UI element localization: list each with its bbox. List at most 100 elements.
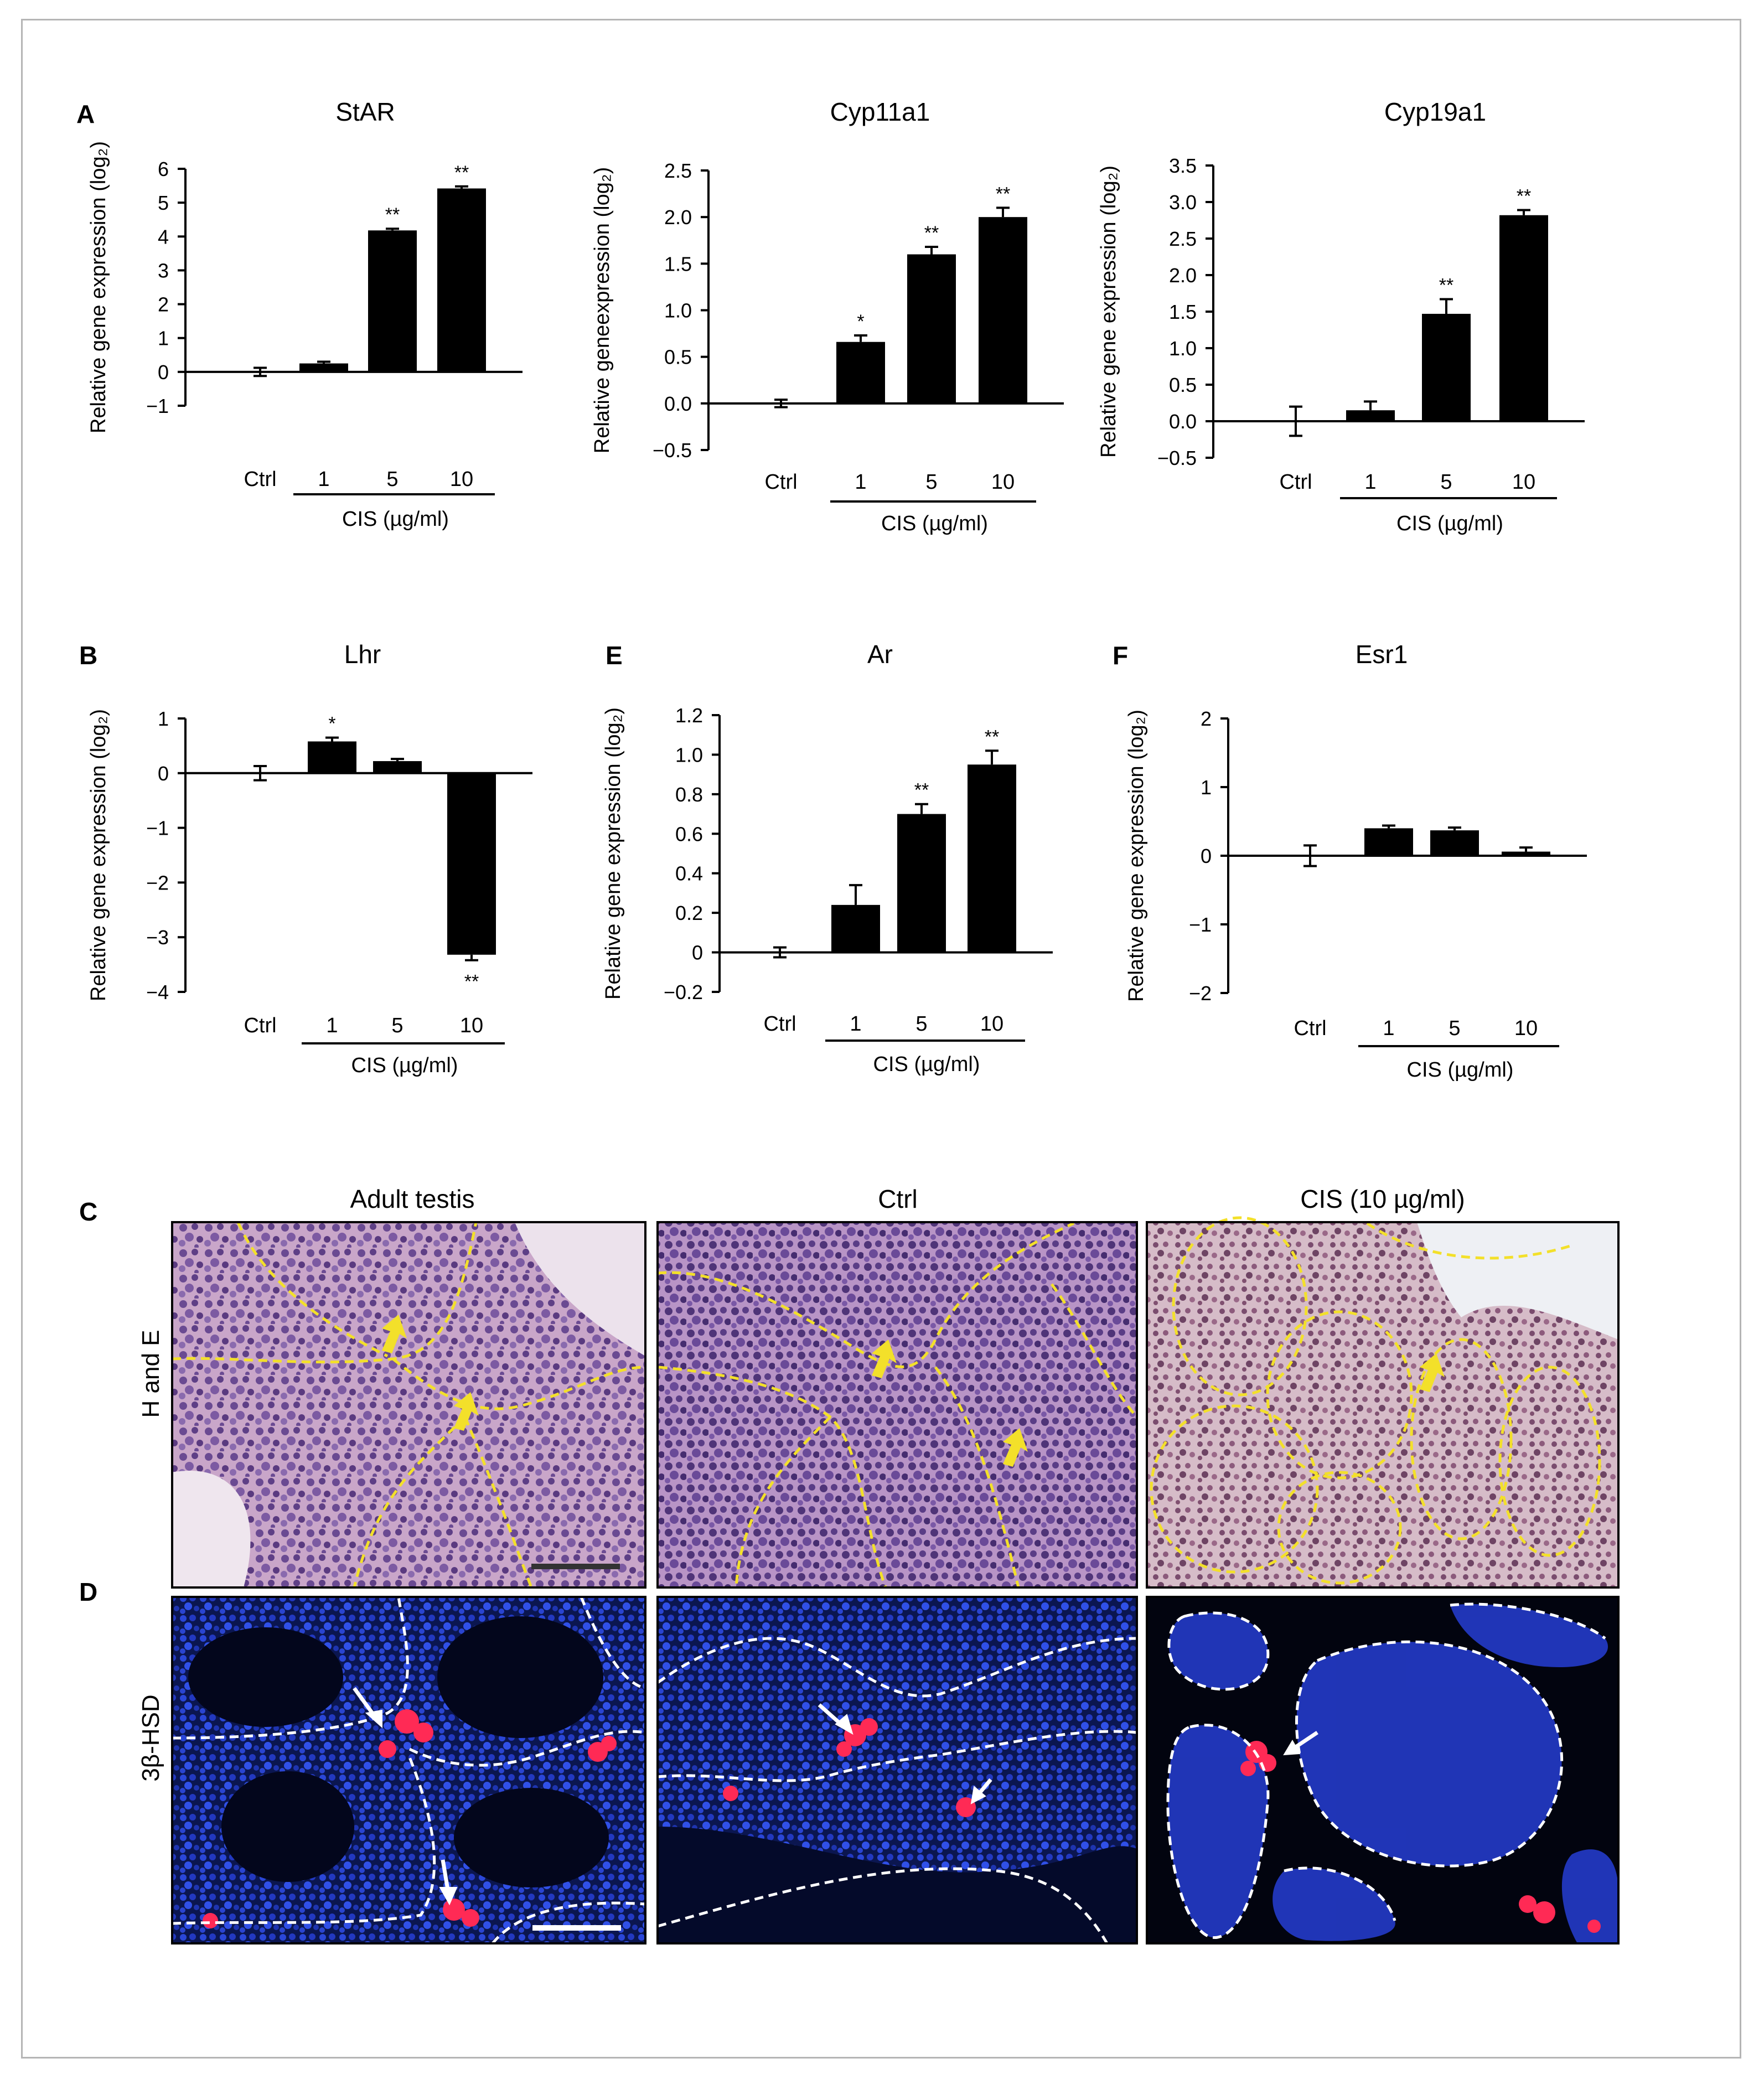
y-tick-label: 2	[1201, 707, 1212, 730]
row-label-h-and-e: H and E	[137, 1330, 164, 1418]
x-tick-label: Ctrl	[244, 468, 276, 491]
y-tick-label: 2.5	[1169, 227, 1197, 250]
y-axis-label: Relative gene expression (log₂)	[1097, 166, 1120, 458]
significance-label: **	[924, 223, 939, 244]
y-tick-label: 2.0	[1169, 264, 1197, 287]
bar-10	[1499, 215, 1548, 421]
x-tick-label: Ctrl	[1294, 1017, 1326, 1040]
y-tick-label: 4	[158, 225, 169, 248]
x-group-label: CIS (µg/ml)	[342, 508, 449, 531]
y-tick-label: 2.0	[664, 206, 692, 229]
y-axis-label: Relative gene expression (log₂)	[87, 709, 110, 1001]
bar-1	[831, 904, 880, 953]
x-tick-label: 1	[1383, 1017, 1394, 1040]
x-tick-label: 5	[1449, 1017, 1460, 1040]
y-axis-label: Relative geneexpression (log₂)	[591, 167, 614, 453]
bar-charts: StAR Relative gene expression (log₂) −1 0 1 2…	[87, 97, 1587, 1082]
x-tick-label: 5	[1440, 470, 1452, 494]
panel-letter-b: B	[79, 641, 97, 670]
x-group-label: CIS (µg/ml)	[873, 1053, 980, 1076]
y-tick-label: 2	[158, 293, 169, 316]
bar-5	[897, 814, 946, 953]
y-tick-label: −4	[146, 981, 169, 1004]
y-tick-label: 1	[158, 327, 169, 350]
column-title-ctrl: Ctrl	[878, 1185, 918, 1213]
significance-label: *	[328, 713, 335, 735]
significance-label: **	[985, 726, 999, 747]
significance-label: **	[385, 204, 400, 225]
y-tick-label: 0.2	[675, 902, 703, 924]
x-tick-label: 1	[850, 1012, 861, 1036]
y-tick-label: 1.0	[675, 743, 703, 766]
chart-title: Lhr	[344, 640, 381, 669]
significance-label: **	[996, 183, 1010, 204]
panel-letter-e: E	[606, 641, 623, 670]
y-tick-label: −2	[1189, 982, 1212, 1005]
x-tick-label: 5	[391, 1014, 403, 1037]
column-title-cis: CIS (10 µg/ml)	[1300, 1185, 1465, 1213]
x-tick-label: 1	[326, 1014, 338, 1037]
significance-label: **	[454, 162, 469, 183]
y-tick-label: 1.2	[675, 704, 703, 727]
y-axis-label: Relative gene expression (log₂)	[602, 707, 625, 1000]
x-tick-label: Ctrl	[763, 1012, 796, 1036]
y-tick-label: −0.5	[1157, 447, 1197, 469]
significance-label: **	[914, 780, 929, 801]
x-tick-label: 5	[925, 470, 937, 494]
significance-label: **	[1439, 275, 1453, 296]
x-group-label: CIS (µg/ml)	[881, 512, 988, 535]
x-tick-label: 10	[980, 1012, 1003, 1036]
bar-10	[979, 217, 1027, 404]
y-tick-label: 0.4	[675, 862, 703, 885]
y-tick-label: 1.5	[1169, 301, 1197, 323]
y-tick-label: −0.5	[653, 439, 692, 462]
y-tick-label: −0.2	[664, 981, 703, 1004]
x-tick-label: 10	[1512, 470, 1535, 494]
y-tick-label: 1	[158, 707, 169, 730]
chart-b: Lhr Relative gene expression (log₂) −4 −3 −2…	[87, 640, 532, 1077]
micrograph-if-ctrl	[656, 1596, 1138, 1944]
bar-1	[1364, 828, 1413, 856]
x-tick-label: 5	[386, 468, 398, 491]
y-tick-label: 0.5	[664, 346, 692, 369]
micrograph-he-cis	[1146, 1216, 1620, 1589]
x-tick-label: Ctrl	[244, 1014, 276, 1037]
chart-title: Cyp19a1	[1384, 97, 1486, 126]
chart-a3: Cyp19a1 Relative gene expression (log₂) −0…	[1097, 97, 1585, 535]
micrograph-if-cis	[1146, 1596, 1620, 1944]
x-group-label: CIS (µg/ml)	[1407, 1058, 1514, 1082]
chart-title: Esr1	[1356, 640, 1408, 669]
x-tick-label: 5	[915, 1012, 927, 1036]
bar-1	[299, 363, 348, 372]
y-tick-label: 1.5	[664, 252, 692, 275]
y-tick-label: 1.0	[1169, 337, 1197, 360]
panel-letter-d: D	[79, 1578, 97, 1606]
bar-1	[308, 741, 356, 773]
chart-title: Cyp11a1	[830, 97, 930, 126]
y-tick-label: −2	[146, 871, 169, 894]
y-tick-label: 1	[1201, 776, 1212, 799]
x-group-label: CIS (µg/ml)	[1396, 512, 1503, 535]
significance-label: **	[464, 971, 479, 992]
figure-frame	[21, 19, 1741, 2059]
bar-10	[447, 773, 496, 955]
y-tick-label: 0	[692, 942, 703, 964]
y-tick-label: −1	[1189, 913, 1212, 936]
bar-10	[1502, 851, 1550, 856]
bar-1	[836, 342, 885, 404]
chart-f: Esr1 Relative gene expression (log₂) −2 −1 0…	[1125, 640, 1587, 1082]
y-tick-label: 5	[158, 192, 169, 214]
y-tick-label: 3.5	[1169, 154, 1197, 177]
bar-5	[1430, 830, 1479, 856]
y-tick-label: 2.5	[664, 159, 692, 182]
x-group-label: CIS (µg/ml)	[351, 1054, 458, 1077]
x-tick-label: 1	[318, 468, 329, 491]
significance-label: *	[857, 311, 864, 332]
y-tick-label: 6	[158, 158, 169, 180]
panel-letter-c: C	[79, 1197, 97, 1226]
y-tick-label: −1	[146, 817, 169, 840]
bar-5	[373, 761, 422, 773]
chart-title: StAR	[335, 97, 395, 126]
y-tick-label: 0.0	[1169, 410, 1197, 433]
